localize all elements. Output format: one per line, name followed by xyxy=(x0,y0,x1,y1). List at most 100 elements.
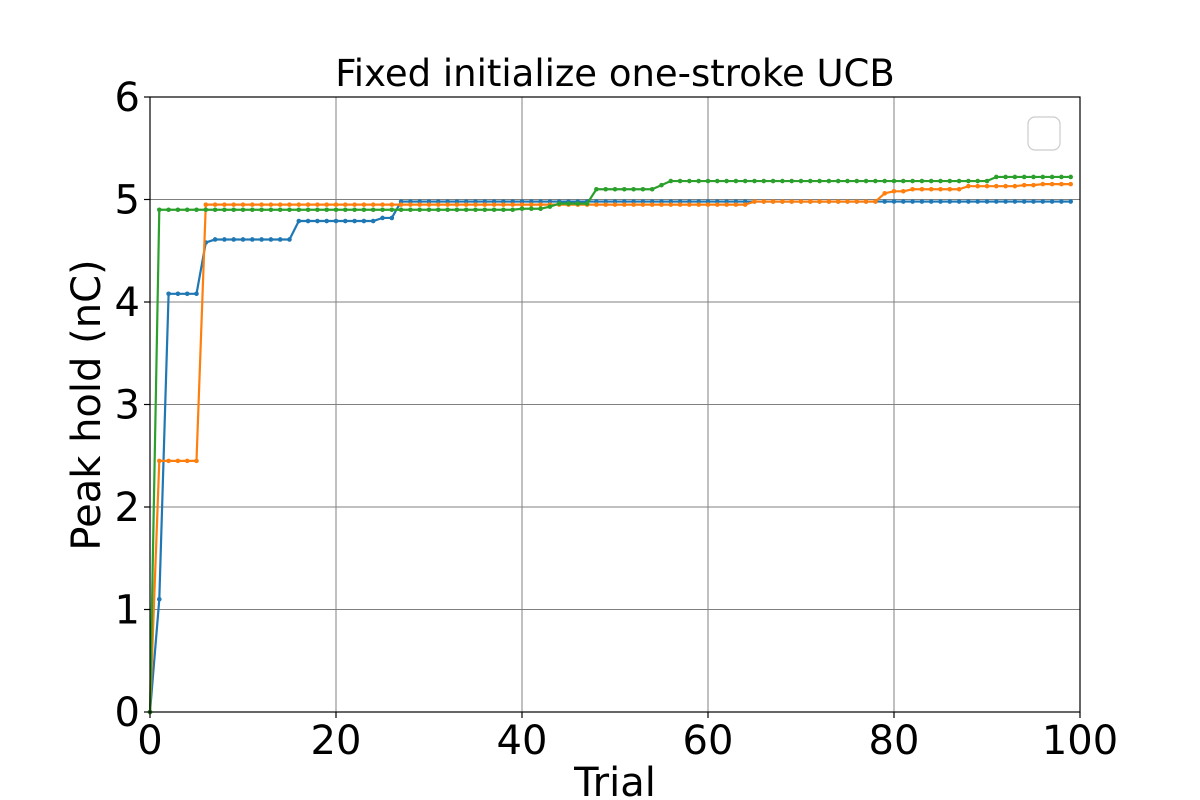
series-3-point xyxy=(398,207,404,213)
series-2-point xyxy=(826,199,832,204)
series-2-point xyxy=(408,202,413,207)
series-2 xyxy=(147,181,1073,715)
series-1-point xyxy=(882,199,887,204)
series-3-point xyxy=(594,186,599,192)
series-3-point xyxy=(315,207,320,213)
series-3-point xyxy=(194,207,199,213)
series-3-point xyxy=(715,178,720,184)
series-3-point xyxy=(1049,174,1055,180)
series-3-point xyxy=(268,207,274,213)
series-1-point xyxy=(333,218,339,224)
series-1-point xyxy=(938,199,943,204)
series-1-point xyxy=(222,237,227,242)
series-2-point xyxy=(659,202,664,207)
series-3-point xyxy=(343,207,348,213)
series-1-point xyxy=(389,215,395,221)
series-1-point xyxy=(175,291,181,297)
series-2-point xyxy=(482,202,488,207)
series-3-point xyxy=(863,178,869,184)
series-3-point xyxy=(742,178,748,184)
series-2-point xyxy=(240,202,246,207)
series-2-point xyxy=(910,186,915,192)
series-1-point xyxy=(1031,199,1036,204)
series-1-point xyxy=(1003,199,1008,204)
series-3-point xyxy=(417,207,423,213)
y-tick-label: 4 xyxy=(115,280,140,326)
x-tick-label: 80 xyxy=(869,718,920,764)
series-3-point xyxy=(761,178,767,184)
series-2-point xyxy=(315,202,320,207)
series-3-point xyxy=(1031,174,1036,180)
series-1-point xyxy=(352,218,357,224)
series-3-point xyxy=(808,178,813,184)
series-3-point xyxy=(473,207,478,213)
series-1-point xyxy=(956,199,962,204)
series-3-point xyxy=(919,178,925,184)
series-2-point xyxy=(687,202,692,207)
series-2-point xyxy=(715,202,720,207)
series-3-point xyxy=(835,178,841,184)
series-2-point xyxy=(1040,181,1046,187)
series-3-point xyxy=(798,178,804,184)
series-2-point xyxy=(501,202,506,207)
series-1-point xyxy=(380,215,385,221)
series-3-point xyxy=(324,207,330,213)
series-1-point xyxy=(994,199,999,204)
series-3-point xyxy=(575,201,581,206)
series-3-point xyxy=(975,178,980,184)
series-2-point xyxy=(175,458,181,464)
series-1-line xyxy=(148,200,1071,713)
series-3-point xyxy=(668,178,674,184)
series-1-point xyxy=(194,291,199,297)
series-3-point xyxy=(370,207,376,213)
series-2-point xyxy=(649,202,655,207)
series-2-point xyxy=(631,202,636,207)
series-2-point xyxy=(984,183,990,189)
series-3-point xyxy=(789,178,794,184)
series-3-point xyxy=(231,207,236,213)
series-2-point xyxy=(1031,182,1036,188)
series-2-point xyxy=(966,183,971,189)
series-2-point xyxy=(436,202,441,207)
series-3-point xyxy=(352,207,357,213)
series-3-point xyxy=(482,207,488,213)
series-3-point xyxy=(640,186,646,192)
series-2-point xyxy=(854,199,860,204)
series-1-point xyxy=(231,237,236,242)
series-2-point xyxy=(389,202,395,207)
series-2-point xyxy=(612,202,618,207)
series-2-point xyxy=(733,202,739,207)
series-2-point xyxy=(259,202,264,207)
series-1-point xyxy=(361,218,367,224)
x-tick-label: 40 xyxy=(497,718,548,764)
series-2-point xyxy=(956,186,962,192)
series-2-point xyxy=(808,199,813,204)
series-3-point xyxy=(491,207,497,213)
series-2-point xyxy=(696,202,701,207)
series-2-point xyxy=(1059,181,1064,187)
series-2-point xyxy=(928,186,934,192)
series-2-point xyxy=(817,199,822,204)
series-1-point xyxy=(975,199,980,204)
series-3-point xyxy=(380,207,385,213)
series-3-point xyxy=(1068,174,1073,180)
series-layer xyxy=(147,174,1073,715)
series-3-point xyxy=(287,207,292,213)
series-3-point xyxy=(705,178,711,184)
series-1-point xyxy=(277,237,283,242)
series-2-point xyxy=(891,189,897,194)
series-2-point xyxy=(789,199,794,204)
series-3-point xyxy=(175,207,181,213)
series-2-point xyxy=(677,202,683,207)
series-1-point xyxy=(166,291,171,297)
series-3-point xyxy=(891,178,897,184)
series-3-point xyxy=(240,207,246,213)
series-3-point xyxy=(445,207,450,213)
chart-title: Fixed initialize one-stroke UCB xyxy=(335,52,895,95)
series-2-point xyxy=(705,202,711,207)
series-3-point xyxy=(277,207,283,213)
x-tick-label: 100 xyxy=(1042,718,1118,764)
series-2-point xyxy=(426,202,432,207)
series-1-point xyxy=(891,199,897,204)
